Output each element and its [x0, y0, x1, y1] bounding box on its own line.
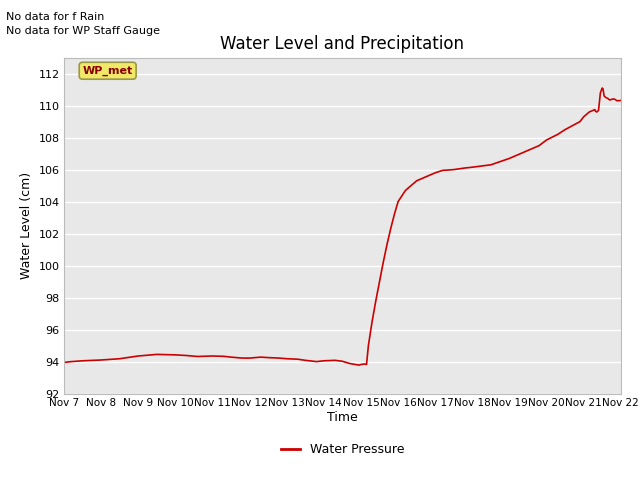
Text: No data for WP Staff Gauge: No data for WP Staff Gauge [6, 26, 161, 36]
Legend: Water Pressure: Water Pressure [276, 438, 409, 461]
Title: Water Level and Precipitation: Water Level and Precipitation [220, 35, 465, 53]
Text: No data for f Rain: No data for f Rain [6, 12, 105, 22]
Text: WP_met: WP_met [83, 66, 133, 76]
X-axis label: Time: Time [327, 410, 358, 423]
Y-axis label: Water Level (cm): Water Level (cm) [20, 172, 33, 279]
